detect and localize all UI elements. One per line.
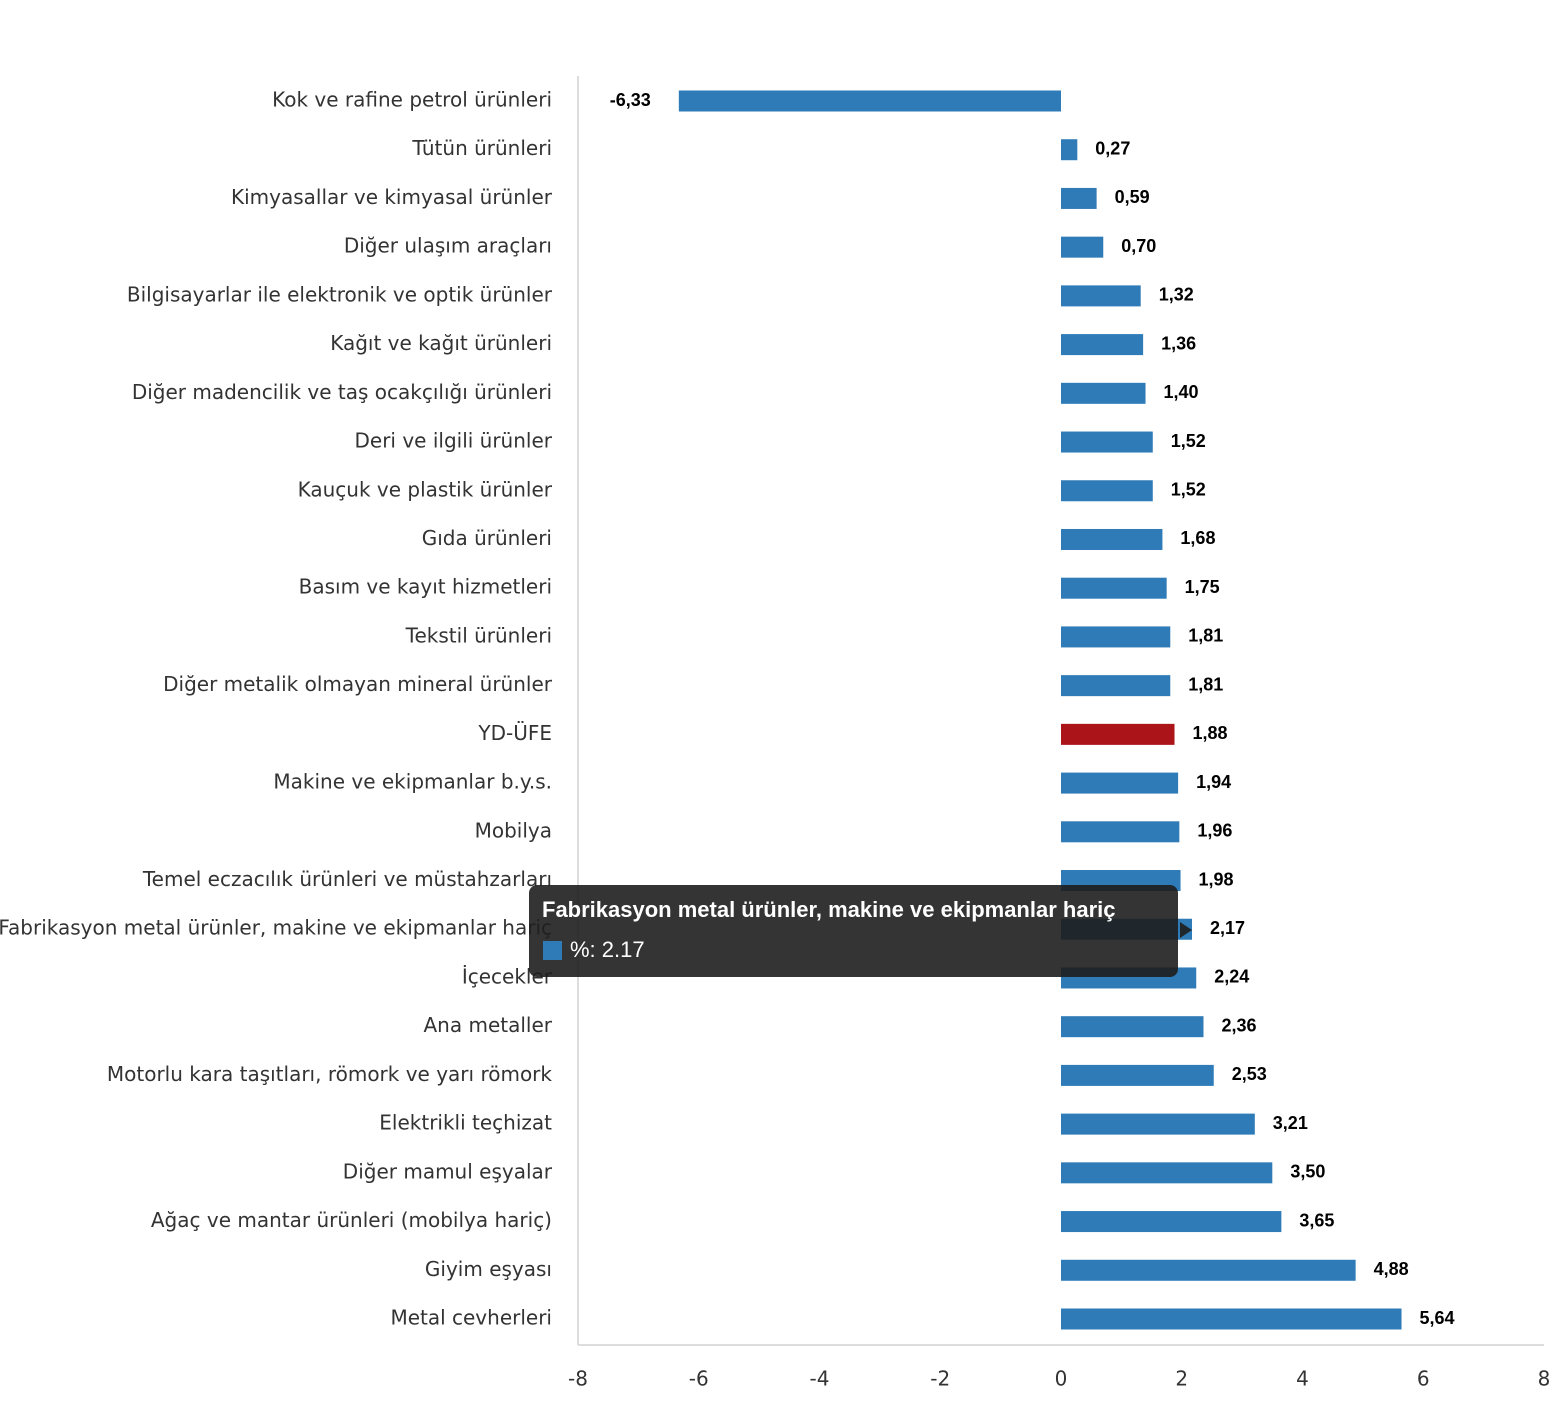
y-tick-label: Kok ve rafine petrol ürünleri (272, 88, 552, 112)
bar (1061, 187, 1097, 209)
bar (1061, 821, 1180, 843)
value-label: 5,64 (1420, 1308, 1455, 1328)
y-tick-label: Ağaç ve mantar ürünleri (mobilya hariç) (151, 1208, 552, 1232)
value-label: 1,32 (1159, 285, 1194, 305)
bar (1061, 431, 1153, 453)
tooltip: Fabrikasyon metal ürünler, makine ve eki… (529, 885, 1178, 977)
y-tick-label: Mobilya (475, 818, 552, 842)
value-label: 1,52 (1171, 431, 1206, 451)
y-tick-label: Basım ve kayıt hizmetleri (299, 575, 552, 599)
bar (1061, 772, 1179, 794)
bar (1061, 334, 1144, 356)
y-tick-label: Temel eczacılık ürünleri ve müstahzarlar… (142, 867, 552, 891)
y-tick-label: Diğer metalik olmayan mineral ürünler (163, 672, 553, 696)
bar (1061, 1016, 1204, 1038)
tooltip-title: Fabrikasyon metal ürünler, makine ve eki… (542, 897, 1116, 922)
bar (1061, 382, 1146, 404)
x-tick-label: -4 (810, 1367, 830, 1391)
bar (1061, 675, 1171, 697)
y-tick-label: Bilgisayarlar ile elektronik ve optik ür… (127, 282, 553, 306)
y-tick-label: Elektrikli teçhizat (379, 1111, 552, 1135)
value-label: 1,81 (1188, 674, 1223, 694)
x-tick-label: -2 (930, 1367, 950, 1391)
y-tick-label: Diğer ulaşım araçları (344, 234, 552, 258)
value-label: 2,53 (1232, 1064, 1267, 1084)
x-tick-label: 4 (1296, 1367, 1309, 1391)
bar (1061, 528, 1163, 550)
value-label: 4,88 (1374, 1259, 1409, 1279)
value-label: 1,98 (1199, 869, 1234, 889)
y-tick-label: Kimyasallar ve kimyasal ürünler (231, 185, 553, 209)
y-tick-label: YD-ÜFE (477, 721, 552, 745)
value-label: 2,36 (1221, 1015, 1256, 1035)
value-label: 1,81 (1188, 626, 1223, 646)
value-label: 1,75 (1185, 577, 1220, 597)
bar (1061, 1162, 1273, 1184)
value-label: 2,24 (1214, 967, 1249, 987)
y-tick-label: Tekstil ürünleri (405, 623, 552, 647)
value-label: 1,52 (1171, 480, 1206, 500)
bar (678, 90, 1061, 112)
x-tick-label: 2 (1175, 1367, 1188, 1391)
value-label: 1,94 (1196, 772, 1231, 792)
bar (1061, 1113, 1255, 1135)
value-label: 1,40 (1164, 382, 1199, 402)
y-tick-label: Motorlu kara taşıtları, römork ve yarı r… (107, 1062, 553, 1086)
value-label: 0,27 (1095, 138, 1130, 158)
y-tick-label: Fabrikasyon metal ürünler, makine ve eki… (0, 916, 552, 940)
x-tick-label: 8 (1538, 1367, 1551, 1391)
y-tick-label: Tütün ürünleri (411, 136, 552, 160)
bar (1061, 723, 1175, 745)
bar (1061, 480, 1153, 502)
bar (1061, 139, 1078, 161)
bar (1061, 236, 1104, 258)
x-tick-label: -8 (568, 1367, 588, 1391)
value-label: 3,65 (1299, 1210, 1334, 1230)
x-tick-label: 6 (1417, 1367, 1430, 1391)
y-tick-label: Gıda ürünleri (422, 526, 552, 550)
bar (1061, 1211, 1282, 1233)
value-label: 1,68 (1180, 528, 1215, 548)
y-tick-label: Kağıt ve kağıt ürünleri (330, 331, 552, 355)
y-tick-label: Diğer madencilik ve taş ocakçılığı ürünl… (132, 380, 552, 404)
tooltip-marker (543, 941, 562, 960)
y-tick-label: Ana metaller (424, 1013, 553, 1037)
value-label: 2,17 (1210, 918, 1245, 938)
tooltip-arrow (1180, 922, 1192, 938)
value-label: 1,96 (1197, 821, 1232, 841)
y-tick-label: Deri ve ilgili ürünler (354, 429, 552, 453)
value-label: 3,50 (1290, 1162, 1325, 1182)
y-tick-label: Giyim eşyası (425, 1257, 552, 1281)
y-tick-label: Makine ve ekipmanlar b.y.s. (273, 770, 552, 794)
bar (1061, 1308, 1402, 1330)
x-tick-label: 0 (1055, 1367, 1068, 1391)
x-tick-label: -6 (689, 1367, 709, 1391)
tooltip-text: %: 2.17 (570, 937, 645, 962)
y-tick-label: Metal cevherleri (390, 1306, 552, 1330)
value-label: 1,88 (1193, 723, 1228, 743)
bar (1061, 1259, 1356, 1281)
y-tick-label: Kauçuk ve plastik ürünler (298, 477, 553, 501)
bar (1061, 285, 1141, 307)
value-label: 0,70 (1121, 236, 1156, 256)
value-label: -6,33 (610, 90, 651, 110)
y-tick-label: Diğer mamul eşyalar (343, 1159, 553, 1183)
bar (1061, 1064, 1214, 1086)
bar (1061, 626, 1171, 648)
value-label: 1,36 (1161, 333, 1196, 353)
value-label: 0,59 (1115, 187, 1150, 207)
value-label: 3,21 (1273, 1113, 1308, 1133)
bar (1061, 577, 1167, 599)
